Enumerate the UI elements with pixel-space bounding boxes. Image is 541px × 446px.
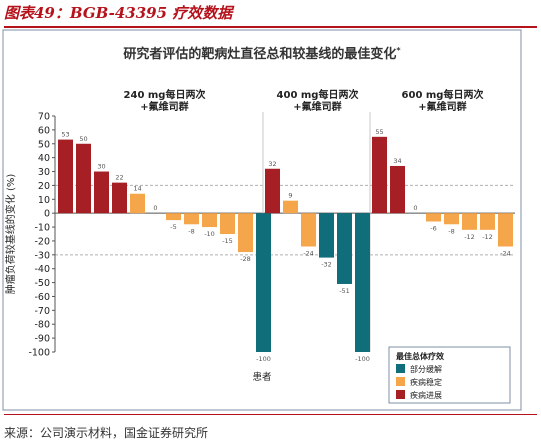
bar bbox=[355, 213, 370, 352]
data-label: 14 bbox=[133, 185, 141, 193]
y-tick-label: 40 bbox=[38, 153, 50, 164]
data-label: 9 bbox=[288, 192, 292, 200]
title-rule bbox=[4, 26, 537, 28]
bar bbox=[498, 213, 513, 247]
bar bbox=[76, 143, 91, 214]
data-label: -6 bbox=[430, 225, 436, 233]
y-tick-label: -40 bbox=[34, 264, 50, 275]
plot-area: 706050403020100-10-20-30-40-50-60-70-80-… bbox=[4, 88, 515, 404]
y-tick-label: 50 bbox=[38, 139, 50, 150]
y-tick-label: -30 bbox=[34, 250, 50, 261]
legend-label: 疾病进展 bbox=[410, 390, 442, 400]
y-tick-label: -90 bbox=[34, 334, 50, 345]
data-label: -100 bbox=[256, 355, 271, 363]
bar bbox=[166, 213, 181, 221]
data-label: 22 bbox=[115, 174, 123, 182]
legend-swatch bbox=[396, 364, 405, 373]
group-combo-label: +氟维司群 bbox=[140, 100, 188, 113]
data-label: 30 bbox=[97, 163, 105, 171]
data-label: -28 bbox=[240, 255, 251, 263]
data-label: -8 bbox=[188, 227, 194, 235]
group-dose-label: 600 mg每日两次 bbox=[402, 88, 484, 101]
legend-box bbox=[388, 346, 511, 404]
bar bbox=[283, 200, 298, 214]
data-label: -100 bbox=[355, 355, 370, 363]
group-combo-label: +氟维司群 bbox=[418, 100, 466, 113]
data-label: -32 bbox=[321, 261, 332, 269]
bar bbox=[462, 213, 477, 230]
data-label: -15 bbox=[222, 237, 233, 245]
data-label: -24 bbox=[500, 249, 511, 257]
chart-title: 研究者评估的靶病灶直径总和较基线的最佳变化* bbox=[123, 46, 401, 62]
legend-title: 最佳总体疗效 bbox=[396, 351, 444, 361]
x-axis-label: 患者 bbox=[252, 371, 271, 383]
data-label: 0 bbox=[153, 204, 157, 212]
y-tick-label: 0 bbox=[44, 209, 50, 220]
chart-title-mark: * bbox=[396, 46, 401, 55]
y-tick-label: 70 bbox=[38, 112, 50, 123]
bar bbox=[480, 213, 495, 230]
chart: 研究者评估的靶病灶直径总和较基线的最佳变化* 70 60 50 40 30 20 10 0 -1… bbox=[2, 29, 522, 411]
y-tick-label: 30 bbox=[38, 167, 50, 178]
data-label: 34 bbox=[393, 157, 401, 165]
group-combo-label: +氟维司群 bbox=[293, 100, 341, 113]
bar bbox=[319, 213, 334, 258]
data-label: -12 bbox=[464, 233, 475, 241]
y-tick-label: -20 bbox=[34, 236, 50, 247]
data-label: -5 bbox=[170, 223, 176, 231]
data-label: 50 bbox=[79, 135, 87, 143]
y-tick-label: -80 bbox=[34, 320, 50, 331]
bar bbox=[372, 136, 387, 214]
bar bbox=[94, 171, 109, 214]
bar bbox=[444, 213, 459, 225]
y-tick-label: 60 bbox=[38, 125, 50, 136]
data-label: -12 bbox=[482, 233, 493, 241]
legend-swatch bbox=[396, 390, 405, 399]
bar bbox=[256, 213, 271, 352]
legend-label: 疾病稳定 bbox=[410, 377, 442, 387]
data-label: -24 bbox=[303, 249, 314, 257]
group-dose-label: 240 mg每日两次 bbox=[124, 88, 206, 101]
bar bbox=[265, 168, 280, 214]
data-label: -51 bbox=[339, 287, 350, 295]
data-label: 0 bbox=[413, 204, 417, 212]
y-tick-label: -60 bbox=[34, 292, 50, 303]
bar bbox=[390, 165, 405, 214]
bar bbox=[220, 213, 235, 234]
bar bbox=[238, 213, 253, 253]
bar bbox=[184, 213, 199, 225]
bar bbox=[301, 213, 316, 247]
data-label: 53 bbox=[61, 131, 69, 139]
y-axis-label: 肿瘤负荷较基线的变化 (%) bbox=[4, 174, 17, 295]
data-label: -10 bbox=[204, 230, 215, 238]
bottom-rule bbox=[4, 414, 537, 415]
y-tick-label: -100 bbox=[28, 348, 50, 359]
chart-title-text: 研究者评估的靶病灶直径总和较基线的最佳变化 bbox=[123, 46, 396, 62]
data-label: 32 bbox=[268, 160, 276, 168]
source-note: 来源：公司演示材料，国金证券研究所 bbox=[4, 426, 209, 440]
legend-label: 部分缓解 bbox=[410, 364, 442, 374]
data-label: -8 bbox=[448, 227, 454, 235]
group-dose-label: 400 mg每日两次 bbox=[277, 88, 359, 101]
y-tick-label: -50 bbox=[34, 278, 50, 289]
y-tick-label: 20 bbox=[38, 181, 50, 192]
bar bbox=[426, 213, 441, 222]
y-tick-label: 10 bbox=[38, 195, 50, 206]
data-label: 55 bbox=[375, 128, 383, 136]
bar bbox=[202, 213, 217, 228]
bar bbox=[337, 213, 352, 284]
legend-swatch bbox=[396, 377, 405, 386]
bar bbox=[112, 182, 127, 214]
bar bbox=[58, 139, 73, 214]
figure-title: 图表49：BGB-43395 疗效数据 bbox=[4, 4, 233, 22]
y-tick-label: -10 bbox=[34, 223, 50, 234]
y-tick-label: -70 bbox=[34, 306, 50, 317]
bar bbox=[130, 193, 145, 214]
